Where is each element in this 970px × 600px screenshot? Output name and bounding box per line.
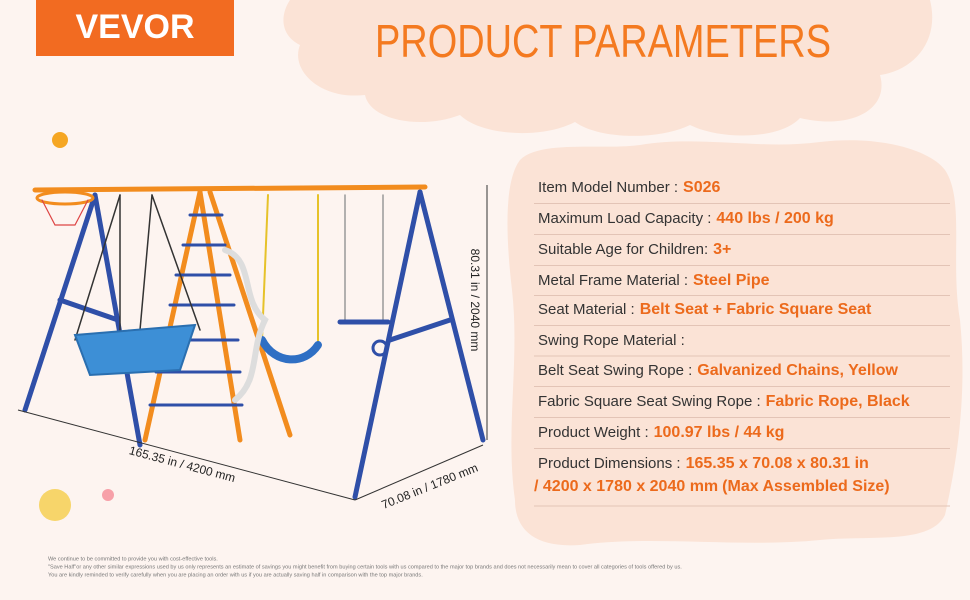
- spec-row: Product Weight : 100.97 lbs / 44 kg: [538, 424, 784, 441]
- spec-row: Metal Frame Material : Steel Pipe: [538, 272, 770, 289]
- spec-row: Suitable Age for Children: 3+: [538, 241, 731, 258]
- spec-row: Seat Material : Belt Seat + Fabric Square…: [538, 301, 872, 318]
- spec-value: 440 lbs / 200 kg: [716, 210, 833, 227]
- spec-value: 3+: [713, 241, 731, 258]
- spec-value: / 4200 x 1780 x 2040 mm: [534, 478, 718, 495]
- spec-row: Fabric Square Seat Swing Rope : Fabric Ro…: [538, 393, 910, 410]
- spec-label: Product Dimensions :: [538, 455, 681, 472]
- spec-label: Belt Seat Swing Rope :: [538, 362, 692, 379]
- dimension-lines: [17, 185, 488, 501]
- spec-value: S026: [683, 179, 720, 196]
- spec-value: 165.35 x 70.08 x 80.31 in: [686, 455, 869, 472]
- disclaimer-line: We continue to be committed to provide y…: [48, 556, 218, 562]
- disclaimer: We continue to be committed to provide y…: [48, 556, 682, 578]
- spec-row: Swing Rope Material :: [538, 332, 685, 349]
- spec-row: Item Model Number : S026: [538, 179, 721, 196]
- spec-value: 100.97 lbs / 44 kg: [654, 424, 785, 441]
- spec-label: Suitable Age for Children:: [538, 241, 708, 258]
- spec-panel: [507, 140, 963, 546]
- title: PRODUCT PARAMETERS: [375, 15, 831, 67]
- title-cloud: [283, 0, 933, 136]
- disclaimer-line: "Save Half"or any other similar expressi…: [48, 564, 682, 570]
- spec-label: Product Weight :: [538, 424, 649, 441]
- brand: VEVOR: [75, 8, 194, 46]
- spec-label: Metal Frame Material :: [538, 272, 688, 289]
- spec-value: Belt Seat + Fabric Square Seat: [640, 301, 872, 318]
- spec-label: Fabric Square Seat Swing Rope :: [538, 393, 761, 410]
- spec-row: Maximum Load Capacity : 440 lbs / 200 kg: [538, 210, 834, 227]
- brand-box: [36, 0, 234, 56]
- spec-label: Maximum Load Capacity :: [538, 210, 711, 227]
- spec-row: Belt Seat Swing Rope : Galvanized Chains,…: [538, 362, 898, 379]
- swing-set-illustration: [22, 184, 486, 500]
- spec-row-continued: / 4200 x 1780 x 2040 mm (Max Assembled Si…: [534, 478, 890, 495]
- height-dimension: 80.31 in / 2040 mm: [468, 249, 482, 352]
- spec-row: Product Dimensions : 165.35 x 70.08 x 80.…: [538, 455, 869, 472]
- spec-value: Fabric Rope, Black: [766, 393, 910, 410]
- spec-note: (Max Assembled Size): [722, 478, 889, 495]
- star-doodle: [52, 132, 68, 148]
- spec-value: Steel Pipe: [693, 272, 770, 289]
- spec-list: Item Model Number : S026 Maximum Load Capa…: [534, 179, 950, 507]
- flower-doodle: [102, 489, 114, 501]
- spec-label: Swing Rope Material :: [538, 332, 685, 349]
- disclaimer-line: You are kindly reminded to verify carefu…: [48, 572, 423, 578]
- sun-doodle: [39, 489, 71, 521]
- spec-label: Item Model Number :: [538, 179, 678, 196]
- spec-label: Seat Material :: [538, 301, 635, 318]
- spec-value: Galvanized Chains, Yellow: [697, 362, 898, 379]
